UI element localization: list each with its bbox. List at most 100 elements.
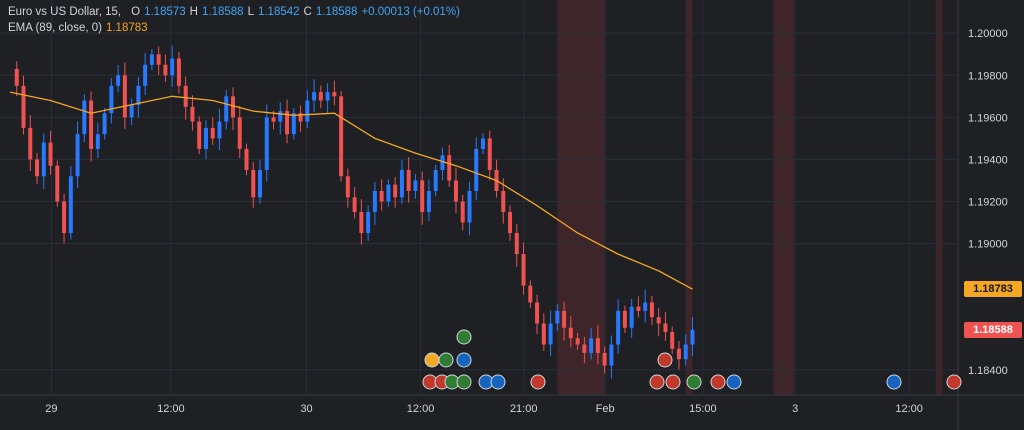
ema-price-badge: 1.18783 — [964, 281, 1022, 298]
candle — [352, 186, 357, 219]
candle — [156, 46, 161, 76]
event-marker-icon — [886, 374, 902, 390]
event-marker-icon — [946, 374, 962, 390]
candle-body — [278, 111, 283, 122]
event-marker-icon — [456, 352, 472, 368]
candle-body — [318, 92, 323, 101]
candle — [406, 157, 411, 203]
candle — [568, 316, 573, 348]
candle — [170, 45, 175, 87]
candle-body — [379, 190, 384, 202]
candle-body — [690, 329, 695, 345]
candle — [643, 289, 648, 323]
time-tick-4: 21:00 — [510, 403, 538, 415]
candle — [48, 131, 53, 175]
candle-body — [176, 58, 181, 86]
open-value: 1.18573 — [144, 6, 186, 18]
candle-body — [102, 113, 107, 135]
candle — [271, 110, 276, 130]
candle — [562, 301, 567, 341]
candle — [75, 121, 80, 188]
candle-body — [629, 306, 634, 328]
candle-body — [474, 148, 479, 191]
candle — [332, 80, 337, 106]
candle — [528, 280, 533, 308]
candle-body — [95, 134, 100, 149]
candle — [35, 152, 40, 185]
close-label: C — [303, 6, 312, 18]
candle-body — [366, 212, 371, 234]
event-marker-icon — [438, 352, 454, 368]
candle — [379, 179, 384, 211]
candle-body — [359, 212, 364, 234]
candle-body — [345, 176, 350, 198]
price-tick-5: 1.19000 — [968, 239, 1008, 251]
candle — [318, 85, 323, 109]
candle-body — [48, 142, 53, 166]
candle-body — [602, 352, 607, 366]
time-tick-5: Feb — [596, 403, 615, 415]
candle-body — [528, 285, 533, 303]
candle-body — [352, 197, 357, 213]
candle — [663, 311, 668, 341]
candle-body — [258, 169, 263, 198]
candle-body — [332, 92, 337, 97]
candle — [312, 79, 317, 113]
price-axis[interactable]: 1.20000 1.19800 1.19600 1.19400 1.19200 1.190… — [968, 28, 1008, 377]
ohlc-row: Euro vs US Dollar, 15, O 1.18573 H 1.18588… — [8, 4, 460, 20]
candle — [575, 332, 580, 350]
close-value: 1.18588 — [315, 6, 358, 18]
candle — [508, 205, 513, 241]
candle — [203, 120, 208, 160]
candle — [426, 179, 431, 222]
ema-label[interactable]: EMA (89, close, 0) — [8, 22, 102, 34]
candle-body — [514, 233, 519, 255]
candle — [514, 224, 519, 267]
candle — [690, 316, 695, 357]
candle — [481, 133, 485, 155]
candle — [82, 94, 87, 142]
candle — [366, 205, 371, 241]
candle-body — [440, 155, 445, 170]
candle — [447, 144, 452, 187]
candle-body — [433, 169, 438, 191]
candle-body — [386, 184, 391, 202]
event-marker-icon — [456, 329, 472, 345]
candle-body — [109, 85, 114, 114]
candle — [413, 173, 418, 199]
candle-body — [298, 113, 303, 122]
candle — [420, 171, 425, 225]
candle — [372, 181, 377, 225]
candle — [102, 107, 107, 140]
candle — [176, 51, 181, 94]
candle — [501, 178, 506, 224]
candle-body — [548, 323, 553, 345]
candle — [89, 91, 94, 162]
candle — [14, 61, 19, 97]
time-tick-8: 12:00 — [895, 403, 923, 415]
session-band-0 — [557, 0, 605, 395]
time-tick-0: 29 — [45, 403, 57, 415]
change-value: +0.00013 (+0.01%) — [361, 6, 460, 18]
candle — [62, 193, 67, 244]
ema-row: EMA (89, close, 0) 1.18783 — [8, 20, 460, 36]
candle-body — [568, 327, 573, 339]
candle — [670, 326, 675, 354]
event-marker-icon — [424, 352, 440, 368]
candle — [595, 325, 600, 365]
symbol-title[interactable]: Euro vs US Dollar, 15, — [8, 6, 122, 18]
candle — [616, 299, 621, 354]
candle-body — [508, 212, 513, 234]
candle — [487, 130, 492, 181]
candle-body — [163, 64, 168, 76]
session-band-3 — [935, 0, 943, 395]
time-axis[interactable]: 29 12:00 30 12:00 21:00 Feb 15:00 3 12:00 — [45, 403, 923, 415]
candle — [149, 49, 154, 71]
event-marker-icon — [665, 374, 681, 390]
candle — [122, 62, 127, 129]
candle — [285, 99, 290, 144]
candle-body — [676, 348, 681, 360]
candle-body — [467, 190, 472, 223]
candle-body — [453, 180, 458, 202]
